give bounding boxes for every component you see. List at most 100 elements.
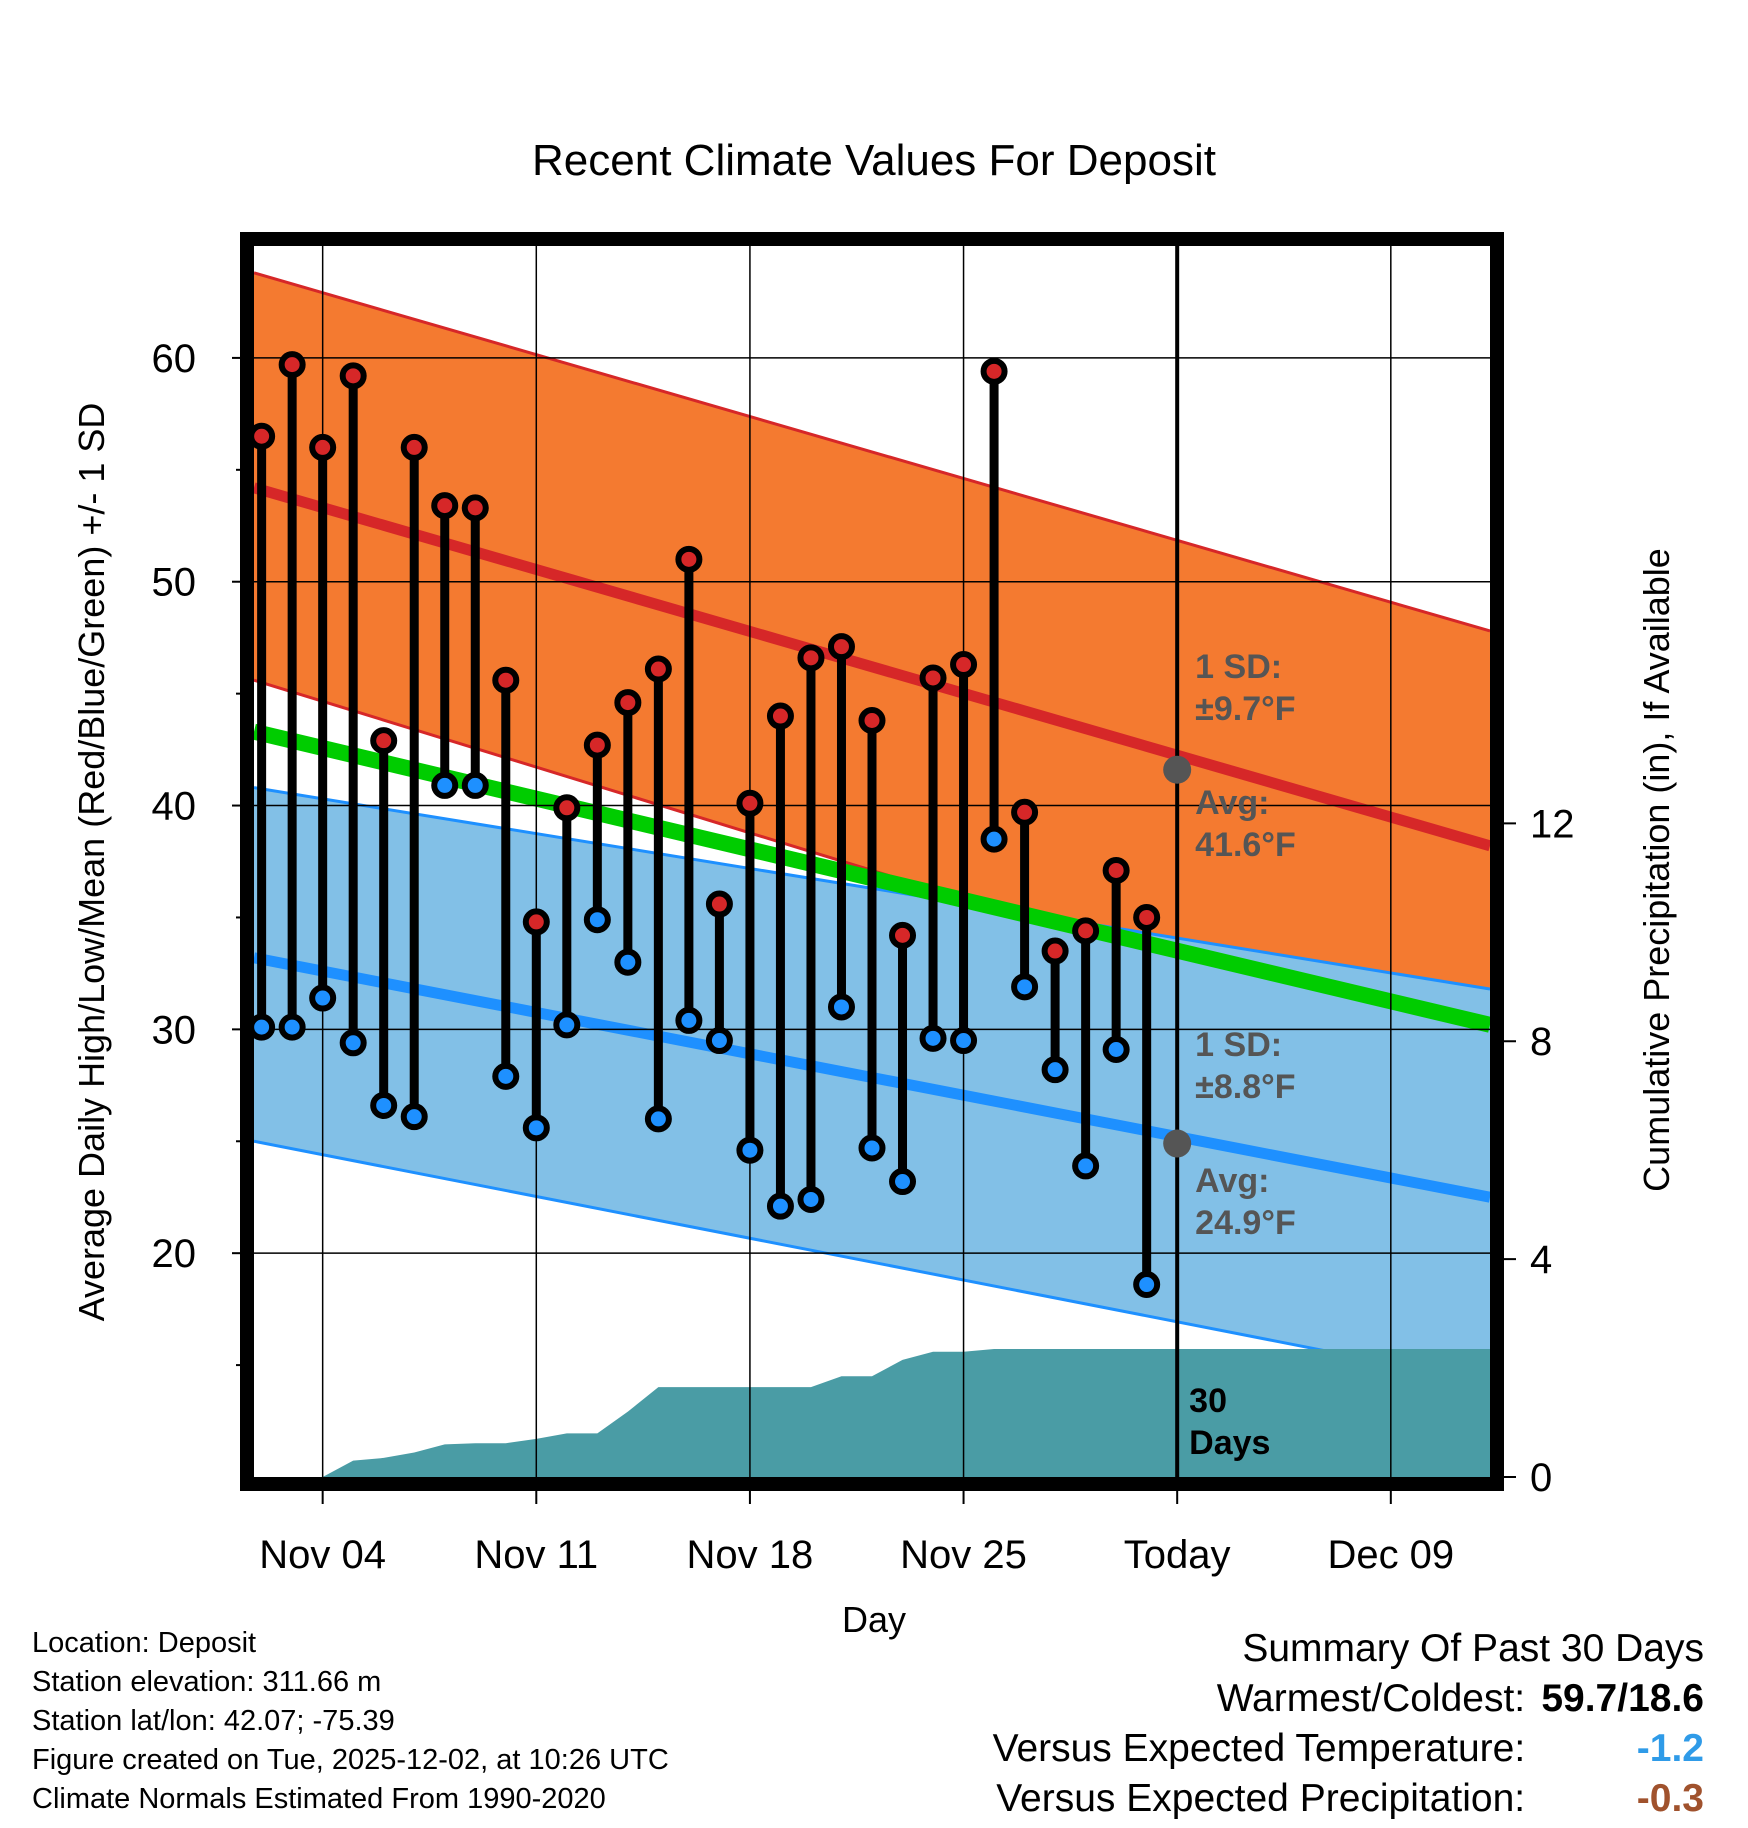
precip-anomaly-row: Versus Expected Precipitation: -0.3 <box>993 1774 1704 1824</box>
y-tick-label: 50 <box>152 561 197 605</box>
daily-low-point <box>675 1006 703 1034</box>
today-high-avg-marker <box>1163 755 1192 784</box>
daily-high-point <box>1102 856 1130 884</box>
high-sd-value: ±9.7°F <box>1195 690 1295 728</box>
daily-high-point <box>400 433 428 461</box>
daily-low-point <box>522 1114 550 1142</box>
x-tick-label: Nov 25 <box>900 1533 1027 1577</box>
daily-high-point <box>339 362 367 390</box>
daily-high-point <box>461 494 489 522</box>
daily-high-point <box>278 351 306 379</box>
daily-low-point <box>278 1013 306 1041</box>
y-tick-label: 40 <box>152 785 197 829</box>
daily-high-point <box>827 633 855 661</box>
low-sd-lower-line <box>254 1139 1490 1385</box>
today-low-avg-marker <box>1163 1129 1192 1158</box>
daily-high-point <box>980 357 1008 385</box>
daily-low-point <box>553 1011 581 1039</box>
daily-low-point <box>583 906 611 934</box>
daily-low-point <box>858 1134 886 1162</box>
temp-anomaly-label: Versus Expected Temperature: <box>992 1727 1526 1770</box>
precip-anomaly-value: -0.3 <box>1636 1777 1704 1820</box>
y2-tick-label: 8 <box>1530 1020 1552 1064</box>
low-sd-value: ±8.8°F <box>1195 1068 1295 1106</box>
daily-low-point <box>461 771 489 799</box>
daily-high-point <box>522 908 550 936</box>
summary-heading: Summary Of Past 30 Days <box>1242 1627 1704 1670</box>
daily-high-point <box>254 422 276 450</box>
y-tick-label: 60 <box>152 337 197 381</box>
daily-low-point <box>1102 1036 1130 1064</box>
daily-low-point <box>827 993 855 1021</box>
temp-anomaly-value: -1.2 <box>1636 1727 1704 1770</box>
daily-high-point <box>309 433 337 461</box>
daily-low-point <box>339 1029 367 1057</box>
daily-low-point <box>980 825 1008 853</box>
daily-high-point <box>553 794 581 822</box>
daily-low-point <box>797 1185 825 1213</box>
daily-high-point <box>1041 937 1069 965</box>
high-sd-label: 1 SD: <box>1195 648 1282 686</box>
precip-anomaly-label: Versus Expected Precipitation: <box>996 1777 1526 1820</box>
daily-high-point <box>1072 917 1100 945</box>
daily-high-point <box>797 644 825 672</box>
y2-axis-label: Cumulative Precipitation (in), If Availa… <box>1636 548 1677 1192</box>
high-avg-value: 41.6°F <box>1195 826 1296 864</box>
x-tick-label: Today <box>1124 1533 1231 1577</box>
x-tick-label: Nov 18 <box>687 1533 814 1577</box>
daily-high-point <box>431 492 459 520</box>
y2-tick-label: 12 <box>1530 802 1575 846</box>
latlon-text: Station lat/lon: 42.07; -75.39 <box>32 1705 395 1737</box>
x-tick-label: Dec 09 <box>1327 1533 1454 1577</box>
daily-high-point <box>614 689 642 717</box>
y-tick-label: 20 <box>152 1232 197 1276</box>
low-avg-label: Avg: <box>1195 1162 1269 1200</box>
daily-high-point <box>644 655 672 683</box>
low-avg-value: 24.9°F <box>1195 1204 1296 1242</box>
daily-high-point <box>583 731 611 759</box>
daily-low-point <box>736 1136 764 1164</box>
created-text: Figure created on Tue, 2025-12-02, at 10… <box>32 1744 669 1776</box>
high-avg-line <box>254 482 1490 852</box>
y2-tick-label: 4 <box>1530 1238 1552 1282</box>
location-text: Location: Deposit <box>32 1627 257 1659</box>
temp-anomaly-row: Versus Expected Temperature: -1.2 <box>993 1724 1704 1774</box>
daily-low-point <box>1133 1271 1161 1299</box>
normals-text: Climate Normals Estimated From 1990-2020 <box>32 1783 606 1815</box>
daily-low-point <box>1011 973 1039 1001</box>
daily-high-point <box>1011 798 1039 826</box>
daily-low-point <box>950 1027 978 1055</box>
x-axis-label: Day <box>842 1599 906 1640</box>
x-tick-label: Nov 11 <box>474 1533 598 1577</box>
daily-high-point <box>950 651 978 679</box>
high-sd-upper-line <box>254 271 1490 633</box>
plot-frame <box>240 232 1504 1491</box>
daily-low-point <box>400 1103 428 1131</box>
daily-high-point <box>1133 903 1161 931</box>
warm-cold-label: Warmest/Coldest: <box>1216 1677 1526 1720</box>
daily-high-point <box>889 921 917 949</box>
daily-low-point <box>644 1105 672 1133</box>
station-info: Location: Deposit Station elevation: 311… <box>32 1624 669 1819</box>
precip-area <box>254 1348 1490 1477</box>
y-axis-label: Average Daily High/Low/Mean (Red/Blue/Gr… <box>71 403 112 1322</box>
y-tick-label: 30 <box>152 1008 197 1052</box>
daily-high-point <box>736 789 764 817</box>
daily-low-point <box>1072 1152 1100 1180</box>
daily-high-point <box>492 666 520 694</box>
days-label-text: Days <box>1189 1424 1270 1462</box>
low-sd-label: 1 SD: <box>1195 1026 1282 1064</box>
summary-panel: Summary Of Past 30 Days Warmest/Coldest:… <box>993 1624 1704 1824</box>
daily-low-point <box>889 1168 917 1196</box>
y2-tick-label: 0 <box>1530 1456 1552 1500</box>
warm-cold-row: Warmest/Coldest: 59.7/18.6 <box>993 1674 1704 1724</box>
warm-cold-value: 59.7/18.6 <box>1541 1677 1704 1720</box>
chart-title: Recent Climate Values For Deposit <box>532 136 1216 185</box>
daily-low-point <box>492 1062 520 1090</box>
daily-low-point <box>919 1024 947 1052</box>
daily-low-point <box>1041 1056 1069 1084</box>
daily-low-point <box>766 1192 794 1220</box>
elevation-text: Station elevation: 311.66 m <box>32 1666 382 1698</box>
daily-low-point <box>614 948 642 976</box>
